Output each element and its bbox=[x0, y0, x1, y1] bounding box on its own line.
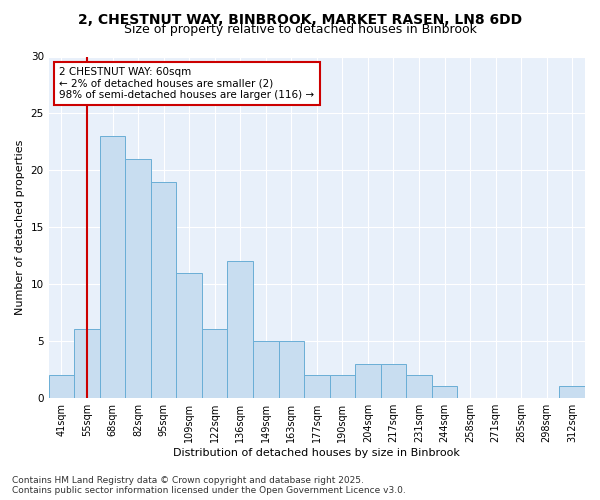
Bar bbox=[227, 261, 253, 398]
Bar bbox=[278, 341, 304, 398]
X-axis label: Distribution of detached houses by size in Binbrook: Distribution of detached houses by size … bbox=[173, 448, 460, 458]
Bar bbox=[304, 375, 329, 398]
Bar bbox=[202, 330, 227, 398]
Bar bbox=[176, 272, 202, 398]
Text: 2 CHESTNUT WAY: 60sqm
← 2% of detached houses are smaller (2)
98% of semi-detach: 2 CHESTNUT WAY: 60sqm ← 2% of detached h… bbox=[59, 66, 314, 100]
Text: Size of property relative to detached houses in Binbrook: Size of property relative to detached ho… bbox=[124, 24, 476, 36]
Text: 2, CHESTNUT WAY, BINBROOK, MARKET RASEN, LN8 6DD: 2, CHESTNUT WAY, BINBROOK, MARKET RASEN,… bbox=[78, 12, 522, 26]
Bar bbox=[125, 159, 151, 398]
Bar bbox=[253, 341, 278, 398]
Text: Contains HM Land Registry data © Crown copyright and database right 2025.
Contai: Contains HM Land Registry data © Crown c… bbox=[12, 476, 406, 495]
Bar bbox=[100, 136, 125, 398]
Bar bbox=[74, 330, 100, 398]
Bar bbox=[329, 375, 355, 398]
Y-axis label: Number of detached properties: Number of detached properties bbox=[15, 140, 25, 315]
Bar bbox=[151, 182, 176, 398]
Bar bbox=[406, 375, 432, 398]
Bar bbox=[432, 386, 457, 398]
Bar bbox=[49, 375, 74, 398]
Bar bbox=[355, 364, 380, 398]
Bar bbox=[380, 364, 406, 398]
Bar bbox=[559, 386, 585, 398]
